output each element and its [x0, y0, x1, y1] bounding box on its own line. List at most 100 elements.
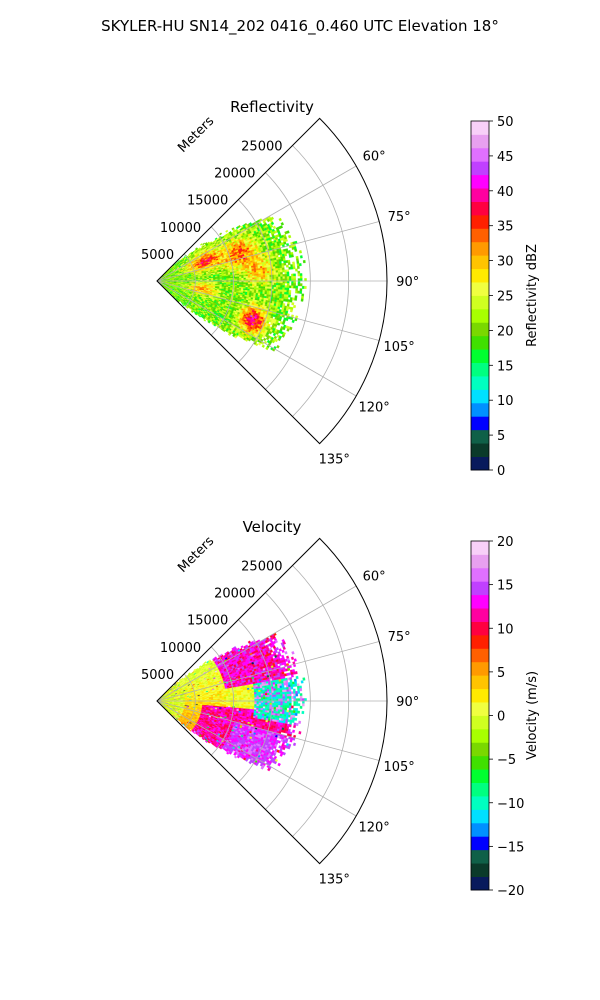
reflectivity-colorbar-step: [471, 174, 489, 189]
reflectivity-field-cell: [243, 277, 247, 280]
reflectivity-field-cell: [281, 334, 285, 338]
reflectivity-field-cell: [299, 288, 303, 292]
reflectivity-field-cell: [247, 272, 251, 275]
reflectivity-field-cell: [282, 287, 285, 291]
reflectivity-field-cell: [293, 285, 296, 289]
reflectivity-field-cell: [295, 268, 298, 272]
reflectivity-field-cell: [297, 270, 301, 274]
reflectivity-colorbar-step: [471, 188, 489, 202]
reflectivity-field-cell: [282, 269, 285, 273]
reflectivity-field-cell: [230, 278, 234, 280]
reflectivity-field-cell: [249, 274, 253, 277]
reflectivity-colorbar-tick-label: 15: [497, 359, 514, 374]
reflectivity-field-cell: [289, 299, 293, 303]
reflectivity-field-cell: [262, 284, 266, 287]
reflectivity-field-cell: [291, 283, 294, 286]
reflectivity-field-cell: [243, 271, 246, 274]
reflectivity-field-cell: [266, 269, 270, 272]
reflectivity-colorbar-tick-label: 10: [497, 394, 514, 409]
reflectivity-field-cell: [256, 271, 259, 275]
reflectivity-field-cell: [241, 277, 244, 280]
reflectivity-field-cell: [264, 288, 268, 291]
reflectivity-field-cell: [291, 302, 295, 306]
reflectivity-radar-field: [156, 215, 307, 352]
reflectivity-field-cell: [297, 273, 301, 277]
reflectivity-field-cell: [284, 289, 287, 293]
reflectivity-colorbar-tick-label: 40: [497, 185, 514, 200]
reflectivity-field-cell: [286, 287, 290, 291]
reflectivity-colorbar-step: [471, 308, 489, 323]
reflectivity-field-cell: [290, 254, 294, 258]
reflectivity-field-cell: [256, 275, 260, 278]
reflectivity-field-cell: [245, 276, 249, 279]
reflectivity-field-cell: [225, 229, 229, 233]
reflectivity-colorbar-tick-label: 50: [497, 115, 514, 130]
reflectivity-field-cell: [219, 232, 223, 236]
reflectivity-field-cell: [252, 275, 255, 278]
reflectivity-field-cell: [230, 276, 234, 279]
reflectivity-field-cell: [265, 276, 268, 280]
reflectivity-field-cell: [293, 304, 296, 309]
reflectivity-field-cell: [261, 344, 266, 348]
reflectivity-field-cell: [299, 283, 303, 287]
reflectivity-field-cell: [284, 269, 287, 273]
reflectivity-field-cell: [199, 243, 203, 246]
reflectivity-field-cell: [286, 292, 289, 295]
reflectivity-field-cell: [254, 273, 257, 277]
reflectivity-field-cell: [286, 273, 290, 277]
reflectivity-field-cell: [286, 289, 290, 293]
reflectivity-field-cell: [262, 273, 266, 276]
reflectivity-azimuth-tick-label: 60°: [363, 150, 386, 165]
reflectivity-field-cell: [241, 274, 244, 277]
reflectivity-field-cell: [258, 282, 262, 285]
reflectivity-field-cell: [252, 284, 255, 287]
reflectivity-range-tick-label: 5000: [141, 248, 174, 263]
reflectivity-field-cell: [241, 282, 244, 285]
reflectivity-field-cell: [288, 290, 292, 293]
reflectivity-field-cell: [254, 275, 257, 278]
reflectivity-field-cell: [258, 275, 262, 278]
reflectivity-field-cell: [284, 253, 288, 257]
reflectivity-field-cell: [243, 286, 246, 289]
reflectivity-field-cell: [304, 285, 307, 289]
reflectivity-field-cell: [245, 282, 249, 285]
reflectivity-field-cell: [203, 318, 207, 322]
reflectivity-field-cell: [277, 287, 281, 290]
reflectivity-field-cell: [297, 283, 301, 287]
reflectivity-field-cell: [275, 291, 279, 294]
reflectivity-field-cell: [297, 290, 300, 294]
reflectivity-field-cell: [262, 275, 266, 278]
reflectivity-colorbar-step: [471, 322, 489, 337]
reflectivity-field-cell: [284, 276, 288, 279]
reflectivity-field-cell: [247, 275, 251, 278]
reflectivity-field-cell: [258, 273, 262, 276]
reflectivity-field-cell: [288, 266, 292, 270]
reflectivity-field-cell: [252, 274, 255, 277]
reflectivity-colorbar-step: [471, 429, 489, 444]
reflectivity-field-cell: [290, 266, 294, 270]
reflectivity-field-cell: [282, 274, 286, 277]
reflectivity-field-cell: [254, 277, 257, 280]
reflectivity-field-cell: [299, 273, 303, 277]
reflectivity-field-cell: [293, 283, 296, 286]
reflectivity-field-cell: [292, 261, 295, 265]
reflectivity-field-cell: [239, 282, 242, 285]
reflectivity-field-cell: [291, 276, 294, 279]
reflectivity-field-cell: [243, 285, 246, 288]
reflectivity-field-cell: [202, 242, 206, 246]
reflectivity-field-cell: [284, 274, 288, 277]
reflectivity-field-cell: [294, 295, 298, 299]
reflectivity-field-cell: [295, 290, 298, 294]
reflectivity-colorbar-tick-label: 45: [497, 150, 514, 165]
reflectivity-field-cell: [258, 277, 262, 280]
reflectivity-field-cell: [273, 272, 277, 276]
reflectivity-field-cell: [286, 269, 290, 273]
reflectivity-field-cell: [234, 278, 238, 280]
reflectivity-field-cell: [282, 285, 286, 288]
reflectivity-field-cell: [295, 288, 298, 291]
reflectivity-field-cell: [275, 285, 279, 288]
reflectivity-colorbar-step: [471, 376, 489, 390]
reflectivity-field-cell: [279, 267, 283, 271]
reflectivity-field-cell: [275, 287, 279, 290]
reflectivity-range-tick-label: 15000: [187, 194, 228, 209]
